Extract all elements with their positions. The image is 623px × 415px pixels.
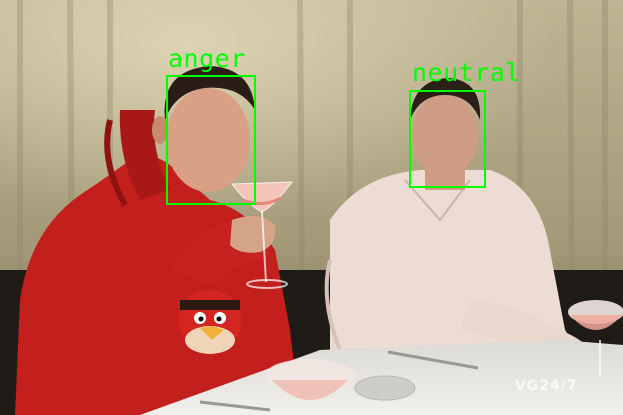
face-bounding-box-neutral	[409, 90, 486, 188]
watermark-text: VG24/7	[515, 378, 578, 394]
detection-label-anger: anger	[168, 44, 246, 73]
detection-label-neutral: neutral	[412, 58, 521, 87]
angry-bird-logo	[178, 290, 242, 354]
face-bounding-box-anger	[166, 75, 256, 205]
